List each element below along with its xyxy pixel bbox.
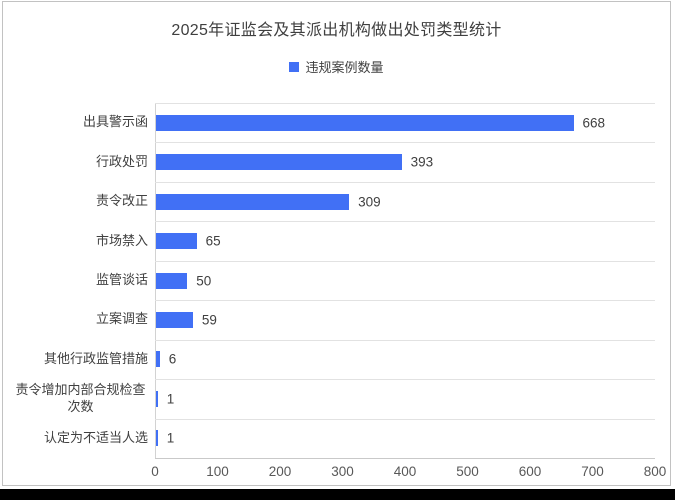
gridline xyxy=(155,419,655,420)
bar[interactable] xyxy=(156,351,160,368)
bar[interactable] xyxy=(156,233,197,250)
x-axis-line xyxy=(155,458,655,459)
tick-label: 200 xyxy=(268,464,292,479)
gridline xyxy=(155,103,655,104)
category-label: 认定为不适当人选 xyxy=(43,429,148,445)
bar[interactable] xyxy=(156,311,193,328)
x-axis: 0 100 200 300 400 500 600 700 800 xyxy=(151,464,666,482)
gridline xyxy=(155,182,655,183)
legend-label: 违规案例数量 xyxy=(305,60,384,75)
value-label: 59 xyxy=(201,312,217,328)
bar[interactable] xyxy=(156,114,574,131)
legend-swatch-icon xyxy=(289,61,300,72)
tick-label: 300 xyxy=(331,464,354,479)
tick-label: 700 xyxy=(581,464,604,479)
bar[interactable] xyxy=(156,390,158,407)
category-label: 出具警示函 xyxy=(82,114,148,130)
tick-label: 500 xyxy=(456,464,479,479)
bar[interactable] xyxy=(156,430,158,447)
category-label: 责令改正 xyxy=(95,193,148,209)
value-label: 6 xyxy=(168,351,177,367)
value-label: 1 xyxy=(166,430,175,446)
value-label: 50 xyxy=(196,273,212,288)
tick-label: 600 xyxy=(518,464,542,479)
value-label: 309 xyxy=(358,194,381,210)
category-label: 立案调查 xyxy=(95,311,148,327)
plot-area: 668 393 309 65 50 59 6 1 1 xyxy=(155,103,655,459)
category-label: 市场禁入 xyxy=(95,232,148,248)
legend[interactable]: 违规案例数量 xyxy=(3,57,670,76)
tick-label: 100 xyxy=(206,464,229,479)
category-label: 其他行政监管措施 xyxy=(43,350,148,366)
value-label: 1 xyxy=(166,391,175,407)
bar[interactable] xyxy=(156,272,188,289)
value-label: 65 xyxy=(205,233,221,249)
gridline xyxy=(155,261,655,262)
bar[interactable] xyxy=(156,193,350,210)
gridline xyxy=(155,142,655,143)
chart-title: 2025年证监会及其派出机构做出处罚类型统计 xyxy=(171,22,502,39)
value-label: 393 xyxy=(410,154,434,170)
tick-label: 0 xyxy=(151,464,159,479)
gridline xyxy=(155,221,655,222)
bottom-black-band xyxy=(0,489,675,500)
gridline xyxy=(155,300,655,301)
category-label: 责令增加内部合规检查次数 xyxy=(15,381,146,414)
category-label: 行政处罚 xyxy=(95,153,148,169)
category-label: 监管谈话 xyxy=(95,272,148,288)
category-axis: 出具警示函行政处罚责令改正市场禁入监管谈话立案调查其他行政监管措施责令增加内部合… xyxy=(13,103,148,458)
chart-widget: 2025年证监会及其派出机构做出处罚类型统计 违规案例数量 出具警示函行政处罚责… xyxy=(2,1,671,486)
gridline xyxy=(155,379,655,380)
bar[interactable] xyxy=(156,154,402,171)
tick-label: 400 xyxy=(393,464,417,479)
tick-label: 800 xyxy=(643,464,667,479)
gridline xyxy=(155,340,655,341)
y-axis-line xyxy=(155,103,156,458)
value-label: 668 xyxy=(582,115,606,131)
